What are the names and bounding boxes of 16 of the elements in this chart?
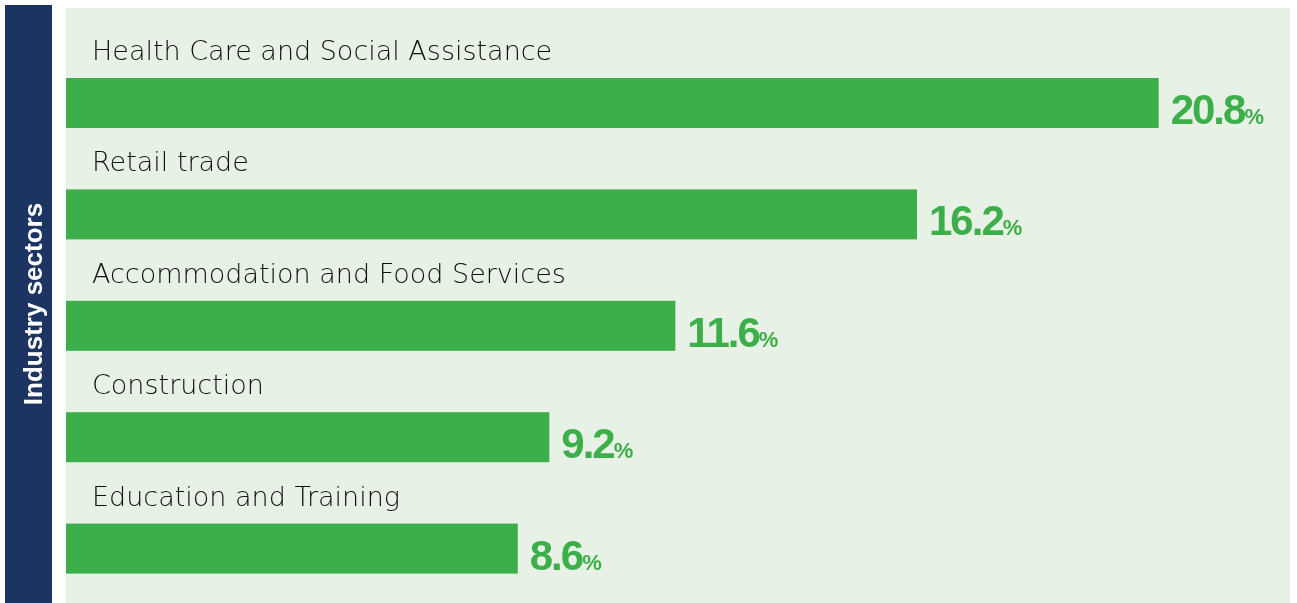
y-tick-label: Construction: [92, 369, 264, 401]
bar: [66, 523, 518, 574]
y-tick-label: Education and Training: [92, 480, 400, 512]
data-label: 16.2%: [929, 197, 1023, 245]
data-label: 8.6%: [529, 531, 602, 579]
bar: [66, 78, 1159, 128]
data-label: 11.6%: [687, 308, 779, 356]
y-tick-label: Retail trade: [92, 146, 249, 178]
y-tick-label: Accommodation and Food Services: [92, 257, 566, 289]
bar: [66, 189, 918, 240]
bar: [66, 412, 550, 463]
bar: [66, 300, 676, 351]
y-axis-title: Industry sectors: [18, 202, 48, 406]
data-label: 9.2%: [561, 420, 634, 468]
y-tick-label: Health Care and Social Assistance: [92, 35, 553, 66]
data-label: 20.8%: [1170, 86, 1264, 133]
